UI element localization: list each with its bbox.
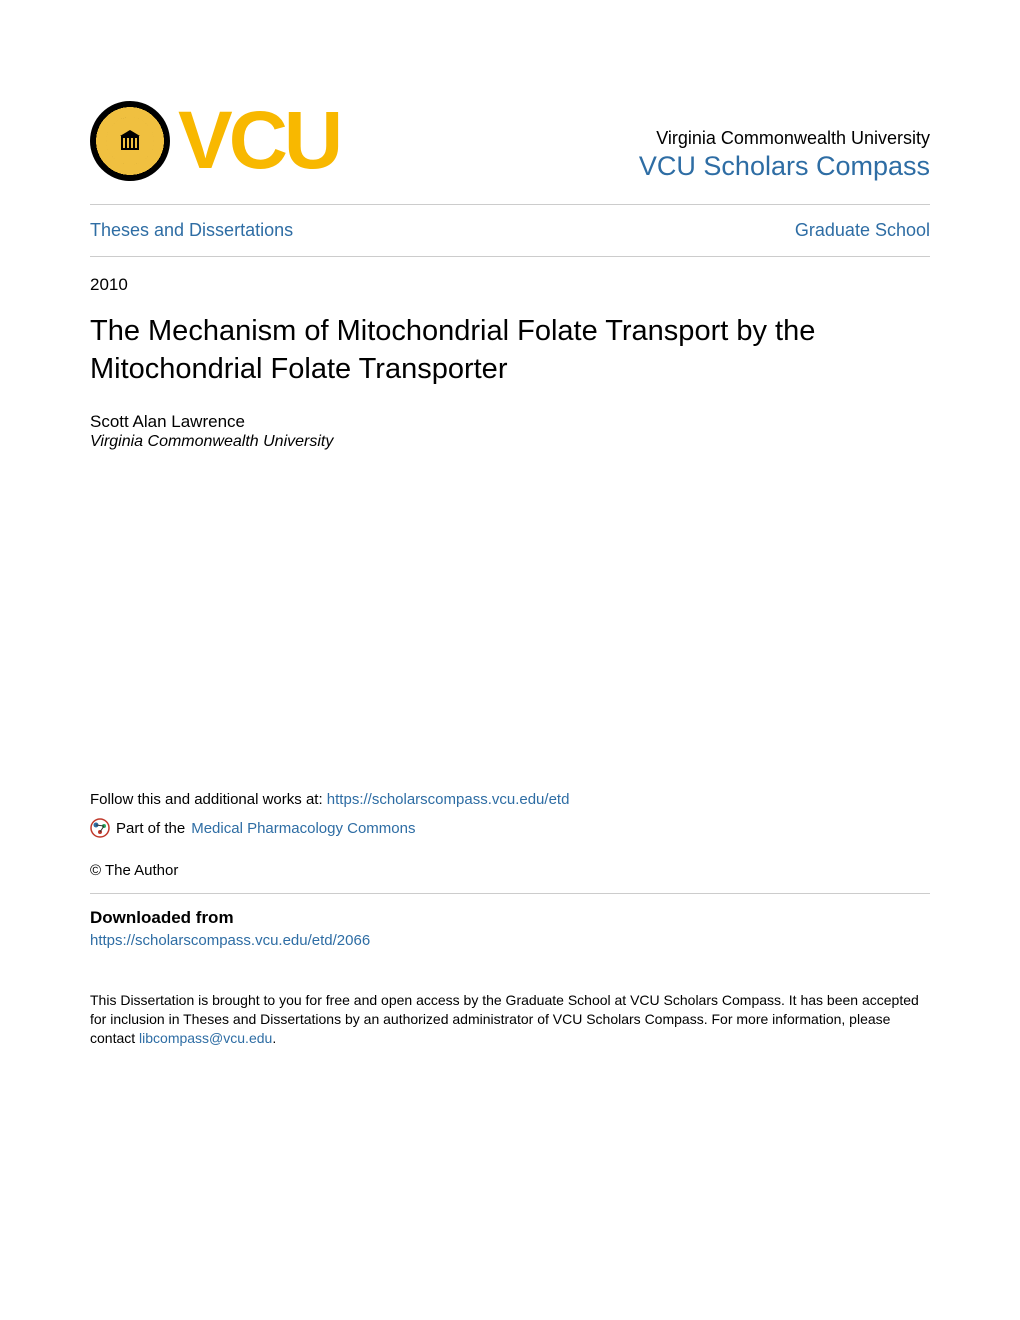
spacer	[90, 451, 930, 791]
graduate-school-link[interactable]: Graduate School	[795, 220, 930, 241]
university-seal-icon	[90, 101, 170, 181]
university-name: Virginia Commonwealth University	[639, 128, 930, 149]
follow-prefix: Follow this and additional works at:	[90, 791, 327, 808]
vcu-wordmark: VCU	[178, 100, 339, 182]
download-url: https://scholarscompass.vcu.edu/etd/2066	[90, 932, 930, 949]
author-affiliation: Virginia Commonwealth University	[90, 433, 930, 451]
university-block: Virginia Commonwealth University VCU Sch…	[639, 128, 930, 182]
footer-statement: This Dissertation is brought to you for …	[90, 991, 930, 1048]
network-icon	[90, 818, 110, 838]
paper-title: The Mechanism of Mitochondrial Folate Tr…	[90, 313, 930, 388]
logo-block: VCU	[90, 100, 339, 182]
header-row: VCU Virginia Commonwealth University VCU…	[90, 100, 930, 182]
download-link[interactable]: https://scholarscompass.vcu.edu/etd/2066	[90, 932, 370, 949]
commons-link[interactable]: Medical Pharmacology Commons	[191, 820, 415, 837]
copyright-text: © The Author	[90, 862, 930, 879]
follow-works-link[interactable]: https://scholarscompass.vcu.edu/etd	[327, 791, 570, 808]
author-name: Scott Alan Lawrence	[90, 412, 930, 432]
publication-year: 2010	[90, 275, 930, 295]
divider-mid	[90, 893, 930, 894]
nav-row: Theses and Dissertations Graduate School	[90, 205, 930, 256]
theses-dissertations-link[interactable]: Theses and Dissertations	[90, 220, 293, 241]
footer-text-part2: .	[272, 1030, 276, 1046]
seal-inner-icon	[106, 117, 154, 165]
contact-email-link[interactable]: libcompass@vcu.edu	[139, 1030, 272, 1046]
commons-prefix: Part of the	[116, 820, 185, 837]
downloaded-from-heading: Downloaded from	[90, 908, 930, 928]
divider-nav	[90, 256, 930, 257]
scholars-compass-link[interactable]: VCU Scholars Compass	[639, 151, 930, 181]
commons-line: Part of the Medical Pharmacology Commons	[90, 818, 930, 838]
follow-works-line: Follow this and additional works at: htt…	[90, 791, 930, 808]
